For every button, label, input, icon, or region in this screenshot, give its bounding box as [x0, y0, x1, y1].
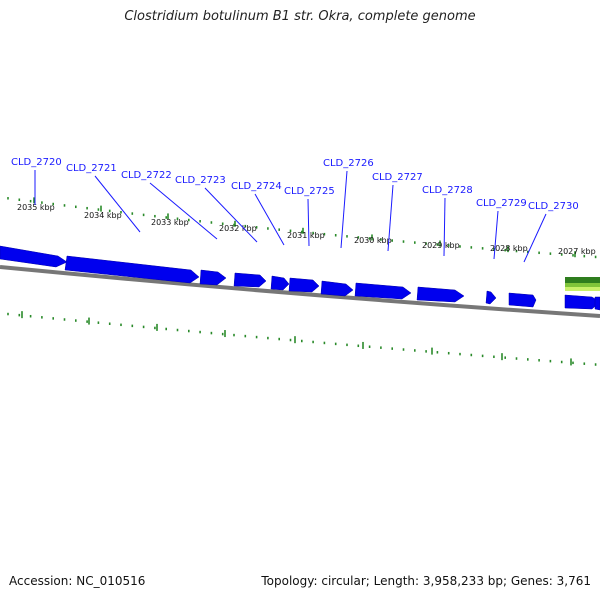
scale-label: 2032 kbp — [219, 224, 257, 233]
feature-band-light — [565, 287, 600, 291]
scale-label: 2033 kbp — [151, 218, 189, 227]
gene-label[interactable]: CLD_2720 — [11, 157, 62, 168]
feature-track — [565, 277, 600, 291]
map-title: Clostridium botulinum B1 str. Okra, comp… — [124, 9, 476, 24]
gene-arrow[interactable] — [508, 292, 537, 308]
genome-backbone — [0, 265, 600, 318]
gene-arrow[interactable] — [270, 275, 290, 291]
gene-arrow[interactable] — [64, 255, 200, 284]
gene-leader-line — [149, 182, 218, 240]
gene-track — [0, 245, 600, 311]
gene-leader-line — [254, 193, 285, 246]
feature-band-mid — [565, 283, 600, 287]
gene-arrow[interactable] — [485, 290, 497, 305]
gene-leader-line — [307, 198, 310, 247]
gene-label[interactable]: CLD_2726 — [323, 158, 374, 169]
scale-labels: 2035 kbp 2034 kbp 2033 kbp 2032 kbp 2031 kbp… — [17, 203, 596, 256]
gene-leader-line — [204, 187, 258, 243]
gene-leader-line — [340, 170, 348, 249]
gene-arrow[interactable] — [288, 277, 320, 293]
gene-label[interactable]: CLD_2729 — [476, 198, 527, 209]
gene-label[interactable]: CLD_2721 — [66, 163, 117, 174]
scale-label: 2028 kbp — [490, 244, 528, 253]
gene-label[interactable]: CLD_2724 — [231, 181, 282, 192]
gene-arrow[interactable] — [233, 272, 267, 288]
gene-label[interactable]: CLD_2725 — [284, 186, 335, 197]
gene-leader-line — [443, 197, 446, 257]
gene-arrow[interactable] — [354, 282, 412, 300]
gene-label[interactable]: CLD_2730 — [528, 201, 579, 212]
inner-tick-ring — [7, 311, 597, 366]
scale-label: 2031 kbp — [287, 231, 325, 240]
accession-text: Accession: NC_010516 — [9, 574, 146, 588]
genome-summary-text: Topology: circular; Length: 3,958,233 bp… — [261, 574, 591, 588]
scale-label: 2029 kbp — [422, 241, 460, 250]
gene-arrow[interactable] — [594, 296, 600, 311]
gene-label[interactable]: CLD_2722 — [121, 170, 172, 181]
feature-band-dark — [565, 277, 600, 283]
gene-arrow[interactable] — [0, 245, 68, 268]
gene-leader-line — [387, 184, 394, 252]
gene-leader-line — [523, 213, 547, 263]
scale-label: 2027 kbp — [558, 247, 596, 256]
gene-label[interactable]: CLD_2727 — [372, 172, 423, 183]
gene-label[interactable]: CLD_2723 — [175, 175, 226, 186]
gene-leader-line — [493, 210, 499, 260]
gene-arrow[interactable] — [320, 280, 354, 297]
outer-tick-ring — [7, 197, 597, 259]
scale-label: 2035 kbp — [17, 203, 55, 212]
gene-leader-line — [94, 175, 141, 233]
scale-label: 2034 kbp — [84, 211, 122, 220]
scale-label: 2030 kbp — [354, 236, 392, 245]
gene-label[interactable]: CLD_2728 — [422, 185, 473, 196]
gene-arrow[interactable] — [416, 286, 465, 303]
gene-arrow[interactable] — [199, 269, 227, 286]
gene-labels: CLD_2720 CLD_2721 CLD_2722 CLD_2723 CLD_2724… — [11, 157, 579, 263]
